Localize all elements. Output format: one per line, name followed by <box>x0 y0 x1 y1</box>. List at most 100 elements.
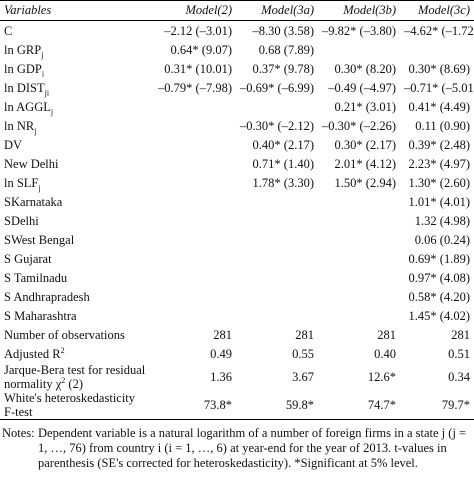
empty-cell <box>150 306 236 325</box>
label-text: Adjusted R <box>4 346 61 361</box>
empty-cell <box>150 211 236 230</box>
row-label: S Andhrapradesh <box>0 287 150 306</box>
value-cell: 0.37* (9.78) <box>252 61 314 76</box>
empty-cell <box>236 268 318 287</box>
label-text: SDelhi <box>4 213 39 228</box>
table-row: SDelhi 1.32 (4.98) <box>0 211 474 230</box>
empty-cell <box>150 173 236 192</box>
table-row: DV 0.40* (2.17) 0.30* (2.17) 0.39* (2.48) <box>0 135 474 154</box>
table-row: C –2.12 (–3.01) –8.30 (3.58) –9.82* (–3.80)… <box>0 21 474 41</box>
empty-cell <box>236 306 318 325</box>
row-label: New Delhi <box>0 154 150 173</box>
value-cell: 281 <box>295 327 314 342</box>
table-row: SKarnataka 1.01* (4.01) <box>0 192 474 211</box>
value-cell: 1.45* (4.02) <box>408 308 470 323</box>
value-cell: 0.64* (9.07) <box>170 42 232 57</box>
empty-cell <box>236 249 318 268</box>
value-cell: 1.32 (4.98) <box>414 213 470 228</box>
row-label: ln GRPj <box>0 40 150 59</box>
empty-cell <box>318 249 400 268</box>
table-row: SWest Bengal 0.06 (0.24) <box>0 230 474 249</box>
empty-cell <box>150 249 236 268</box>
label-text: ln AGGL <box>4 99 51 114</box>
value-cell: 1.50* (2.94) <box>334 175 396 190</box>
empty-cell <box>318 306 400 325</box>
value-cell: 0.97* (4.08) <box>408 270 470 285</box>
row-label: White's heteroskedasticity F-test <box>0 391 150 420</box>
value-cell: –0.69* (–6.99) <box>240 80 314 95</box>
empty-cell <box>318 268 400 287</box>
value-cell: –0.30* (–2.26) <box>322 118 396 133</box>
regression-table: Variables Model(2) Model(3a) Model(3b) Model… <box>0 0 474 420</box>
label-text: DV <box>4 137 23 152</box>
header-cell: Model(3c) <box>400 0 474 21</box>
value-cell: –0.30* (–2.12) <box>240 118 314 133</box>
label-subscript: ji <box>44 88 50 97</box>
empty-cell <box>236 287 318 306</box>
value-cell: 0.11 (0.90) <box>415 118 470 133</box>
value-cell: 0.55 <box>292 346 314 361</box>
label-text: ln GRP <box>4 42 42 57</box>
row-label: Jarque-Bera test for residual normality … <box>0 363 150 391</box>
empty-cell <box>150 154 236 173</box>
empty-cell <box>236 192 318 211</box>
notes-label: Notes: <box>2 426 35 440</box>
row-label: C <box>0 21 150 41</box>
value-cell: 281 <box>377 327 396 342</box>
label-subscript: j <box>41 50 44 59</box>
table-row: Number of observations 281 281 281 281 <box>0 325 474 344</box>
row-label: ln DISTji <box>0 78 150 97</box>
value-cell: –2.12 (–3.01) <box>164 23 232 38</box>
value-cell: 0.39* (2.48) <box>408 137 470 152</box>
value-cell: –4.62* (–1.72) <box>404 23 474 38</box>
value-cell: 0.40* (2.17) <box>252 137 314 152</box>
value-cell: 0.30* (2.17) <box>334 137 396 152</box>
label-text: ln DIST <box>4 80 45 95</box>
label-subscript: j <box>38 183 41 192</box>
empty-cell <box>150 287 236 306</box>
empty-cell <box>318 40 400 59</box>
row-label: Number of observations <box>0 325 150 344</box>
empty-cell <box>318 192 400 211</box>
label-text: Number of observations <box>4 327 125 342</box>
row-label: S Gujarat <box>0 249 150 268</box>
label-subscript: j <box>50 107 54 116</box>
label-text: S Gujarat <box>4 251 52 266</box>
value-cell: 0.30* (8.69) <box>408 61 470 76</box>
empty-cell <box>150 116 236 135</box>
value-cell: 0.41* (4.49) <box>408 99 470 114</box>
value-cell: 0.58* (4.20) <box>408 289 470 304</box>
table-row: ln AGGLj 0.21* (3.01) 0.41* (4.49) <box>0 97 474 116</box>
row-label: ln NRj <box>0 116 150 135</box>
table-row: ln DISTji –0.79* (–7.98) –0.69* (–6.99) –0.… <box>0 78 474 97</box>
value-cell: 0.21* (3.01) <box>334 99 396 114</box>
value-cell: –0.71* (–5.01) <box>404 80 474 95</box>
row-label: SWest Bengal <box>0 230 150 249</box>
empty-cell <box>150 135 236 154</box>
label-subscript: i <box>41 69 45 78</box>
table-row: S Tamilnadu 0.97* (4.08) <box>0 268 474 287</box>
row-label: ln SLFj <box>0 173 150 192</box>
empty-cell <box>236 230 318 249</box>
value-cell: 1.78* (3.30) <box>252 175 314 190</box>
value-cell: 0.71* (1.40) <box>252 156 314 171</box>
value-cell: 79.7* <box>400 391 474 420</box>
value-cell: 1.30* (2.60) <box>408 175 470 190</box>
label-text: SKarnataka <box>4 194 63 209</box>
table-row: ln NRj –0.30* (–2.12) –0.30* (–2.26) 0.11 (… <box>0 116 474 135</box>
empty-cell <box>236 211 318 230</box>
empty-cell <box>400 40 474 59</box>
header-cell: Model(3b) <box>318 0 400 21</box>
value-cell: 2.23* (4.97) <box>408 156 470 171</box>
value-cell: 0.31* (10.01) <box>164 61 232 76</box>
value-cell: 74.7* <box>318 391 400 420</box>
header-row: Variables Model(2) Model(3a) Model(3b) Model… <box>0 0 474 21</box>
label-text: ln SLF <box>4 175 39 190</box>
label-superscript: 2 <box>61 375 66 385</box>
value-cell: –8.30 (3.58) <box>252 23 314 38</box>
value-cell: 73.8* <box>150 391 236 420</box>
value-cell: 281 <box>451 327 470 342</box>
row-label: SDelhi <box>0 211 150 230</box>
row-label: S Maharashtra <box>0 306 150 325</box>
